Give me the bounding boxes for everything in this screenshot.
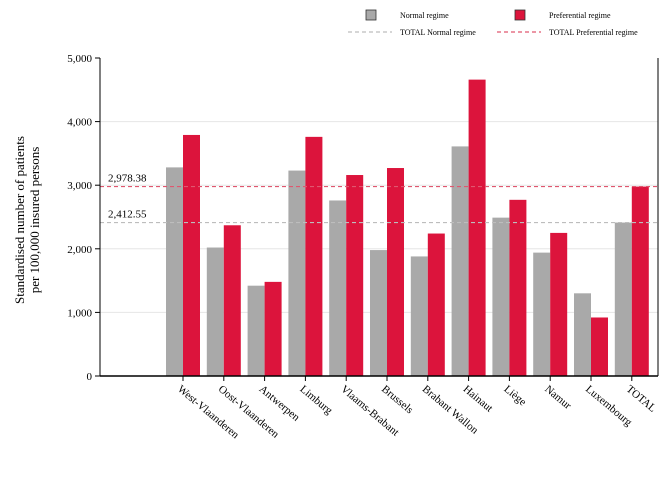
y-tick-label: 2,000 bbox=[67, 244, 92, 256]
bar-normal-luxembourg bbox=[574, 293, 591, 376]
bar-normal-hainaut bbox=[451, 146, 469, 376]
bar-preferential-vlaams-brabant bbox=[346, 175, 364, 376]
reference-lines: 2,412.55 2,978.38 bbox=[100, 173, 658, 224]
legend-label: TOTAL Preferential regime bbox=[549, 28, 638, 37]
reference-label-preferential: 2,978.38 bbox=[108, 173, 147, 185]
bar-preferential-west-vlaanderen bbox=[183, 134, 200, 376]
x-tick-label: Brussels bbox=[379, 383, 415, 416]
x-tick-label: Liège bbox=[501, 383, 528, 408]
legend: Normal regime Preferential regime TOTAL No… bbox=[348, 9, 638, 37]
bar-preferential-brabant-wallon bbox=[427, 233, 445, 376]
bar-preferential-antwerpen bbox=[264, 281, 282, 376]
y-axis-label-line: Standardised number of patients bbox=[12, 136, 27, 304]
y-tick-label: 4,000 bbox=[67, 117, 92, 129]
bar-preferential-limburg bbox=[305, 136, 323, 376]
y-tick-label: 0 bbox=[87, 371, 93, 383]
bar-normal-oost-vlaanderen bbox=[206, 247, 224, 376]
bar-normal-vlaams-brabant bbox=[329, 200, 347, 376]
x-tick-label: Hainaut bbox=[461, 383, 495, 415]
bar-preferential-brussels bbox=[387, 168, 404, 376]
bar-preferential-total bbox=[631, 186, 649, 376]
bar-normal-li-ge bbox=[492, 217, 510, 376]
y-tick-label: 5,000 bbox=[67, 53, 92, 65]
bar-normal-limburg bbox=[288, 170, 306, 376]
bar-normal-namur bbox=[533, 252, 551, 376]
bar-normal-brabant-wallon bbox=[410, 256, 428, 376]
reference-label-normal: 2,412.55 bbox=[108, 209, 147, 221]
bar-normal-antwerpen bbox=[247, 285, 265, 376]
y-tick-label: 1,000 bbox=[67, 307, 92, 319]
bar-preferential-luxembourg bbox=[591, 317, 608, 376]
axes bbox=[99, 58, 659, 377]
bar-normal-total bbox=[614, 222, 632, 376]
bar-preferential-hainaut bbox=[468, 79, 486, 377]
bar-normal-west-vlaanderen bbox=[166, 167, 183, 376]
x-tick-label: TOTAL bbox=[624, 383, 659, 415]
x-tick-label: Limburg bbox=[297, 383, 334, 417]
bar-preferential-namur bbox=[550, 232, 568, 376]
x-tick-label: Namur bbox=[542, 383, 573, 412]
bar-normal-brussels bbox=[370, 250, 387, 376]
legend-label: TOTAL Normal regime bbox=[400, 28, 476, 37]
bar-preferential-oost-vlaanderen bbox=[223, 225, 241, 376]
legend-label: Preferential regime bbox=[549, 11, 611, 20]
y-axis-label-line: per 100,000 insured persons bbox=[27, 147, 42, 294]
legend-label: Normal regime bbox=[400, 11, 449, 20]
legend-swatch bbox=[514, 9, 526, 21]
bars bbox=[166, 79, 649, 377]
y-ticks: 0 1,000 2,000 3,000 4,000 5,000 bbox=[67, 53, 100, 383]
legend-swatch bbox=[365, 9, 377, 21]
x-ticks: West-VlaanderenOost-VlaanderenAntwerpenL… bbox=[175, 376, 659, 442]
bar-preferential-li-ge bbox=[509, 199, 527, 376]
y-tick-label: 3,000 bbox=[67, 180, 92, 192]
